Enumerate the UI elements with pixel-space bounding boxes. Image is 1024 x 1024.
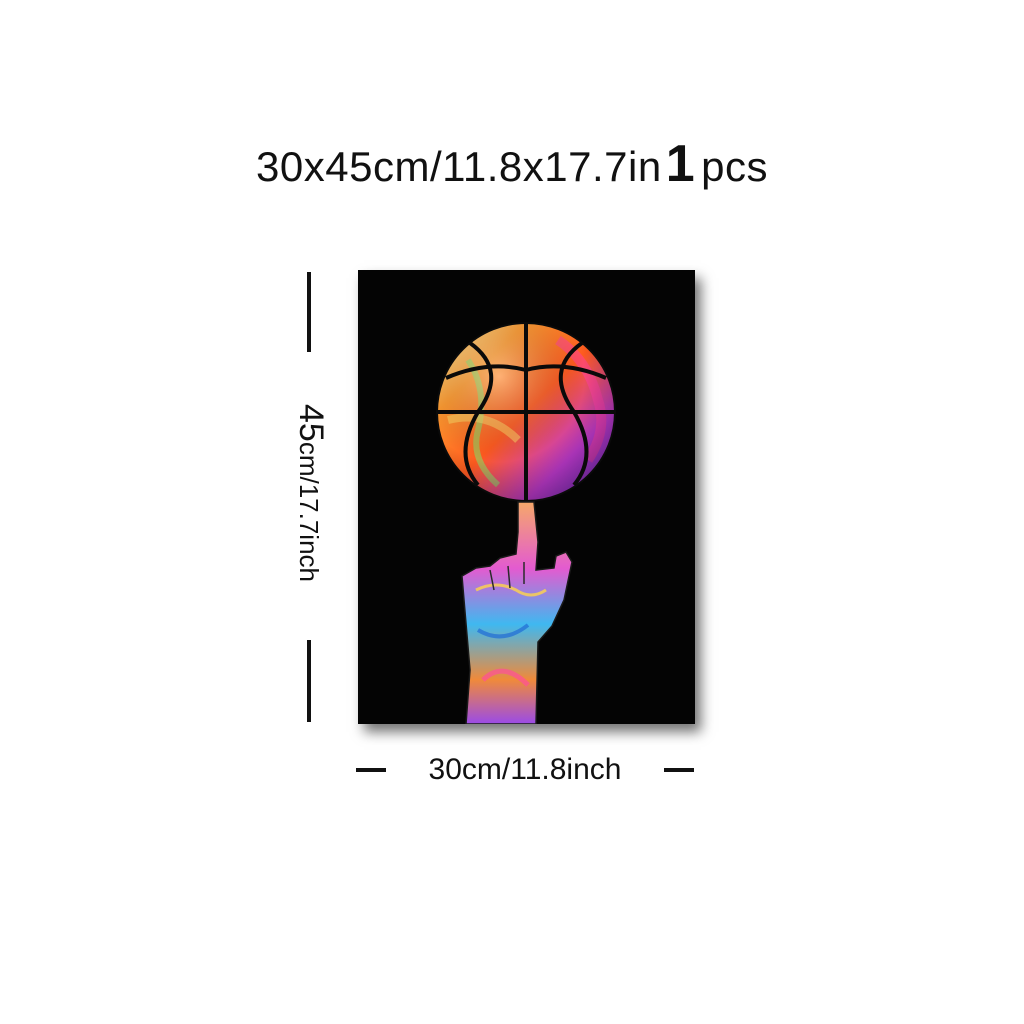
canvas-print <box>358 270 695 724</box>
width-line-left <box>356 768 386 772</box>
size-title: 30x45cm/11.8x17.7in1 pcs <box>0 136 1024 195</box>
height-line-top <box>307 272 311 352</box>
height-number: 45 <box>292 403 330 442</box>
quantity-number: 1 <box>665 135 696 193</box>
width-line-right <box>664 768 694 772</box>
height-label: 45cm/17.7inch <box>289 404 331 582</box>
width-label: 30cm/11.8inch <box>428 753 622 786</box>
height-line-bottom <box>307 640 311 722</box>
size-text: 30x45cm/11.8x17.7in <box>256 143 662 190</box>
basketball-spinning-on-finger-icon <box>436 322 616 724</box>
quantity-unit: pcs <box>701 143 768 190</box>
height-unit: cm/17.7inch <box>294 441 324 583</box>
